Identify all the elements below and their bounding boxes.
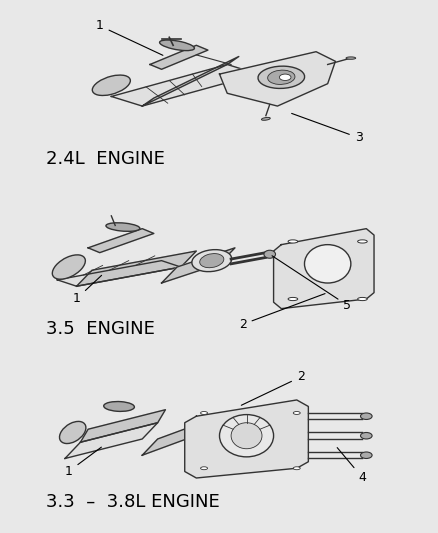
Polygon shape <box>273 229 373 309</box>
Text: 3.5  ENGINE: 3.5 ENGINE <box>46 320 154 338</box>
Ellipse shape <box>263 250 275 258</box>
Ellipse shape <box>357 297 367 301</box>
Ellipse shape <box>200 467 207 470</box>
Ellipse shape <box>258 66 304 88</box>
Ellipse shape <box>360 413 371 419</box>
Text: 3: 3 <box>291 114 362 144</box>
Ellipse shape <box>106 223 140 231</box>
Text: 3.3  –  3.8L ENGINE: 3.3 – 3.8L ENGINE <box>46 493 219 511</box>
Polygon shape <box>111 64 258 106</box>
Text: 1: 1 <box>73 276 101 305</box>
Ellipse shape <box>287 240 297 243</box>
Polygon shape <box>150 45 208 69</box>
Ellipse shape <box>219 415 273 457</box>
Polygon shape <box>161 248 234 283</box>
Text: 1: 1 <box>65 447 101 478</box>
Ellipse shape <box>200 411 207 415</box>
Polygon shape <box>57 261 180 286</box>
Ellipse shape <box>304 245 350 283</box>
Ellipse shape <box>357 240 367 243</box>
Polygon shape <box>142 416 219 455</box>
Ellipse shape <box>279 74 290 80</box>
Ellipse shape <box>103 401 134 411</box>
Ellipse shape <box>92 75 130 95</box>
Ellipse shape <box>267 70 294 84</box>
Ellipse shape <box>287 297 297 301</box>
Text: 4: 4 <box>336 448 366 484</box>
Polygon shape <box>80 410 165 442</box>
Ellipse shape <box>60 422 86 443</box>
Text: 5: 5 <box>272 256 350 312</box>
Ellipse shape <box>345 57 355 59</box>
Ellipse shape <box>261 117 270 120</box>
Polygon shape <box>184 400 307 478</box>
Polygon shape <box>88 229 153 253</box>
Polygon shape <box>76 251 196 286</box>
Polygon shape <box>142 56 238 106</box>
Text: 2.4L  ENGINE: 2.4L ENGINE <box>46 150 164 168</box>
Ellipse shape <box>199 254 223 268</box>
Ellipse shape <box>293 467 300 470</box>
Ellipse shape <box>293 411 300 415</box>
Ellipse shape <box>159 40 194 51</box>
Ellipse shape <box>360 432 371 439</box>
Text: 2: 2 <box>241 370 304 405</box>
Ellipse shape <box>52 255 85 279</box>
Ellipse shape <box>360 452 371 458</box>
Text: 1: 1 <box>95 19 162 55</box>
Polygon shape <box>65 423 157 458</box>
Text: 2: 2 <box>238 294 324 331</box>
Ellipse shape <box>191 249 231 272</box>
Polygon shape <box>219 52 335 106</box>
Ellipse shape <box>230 423 261 449</box>
